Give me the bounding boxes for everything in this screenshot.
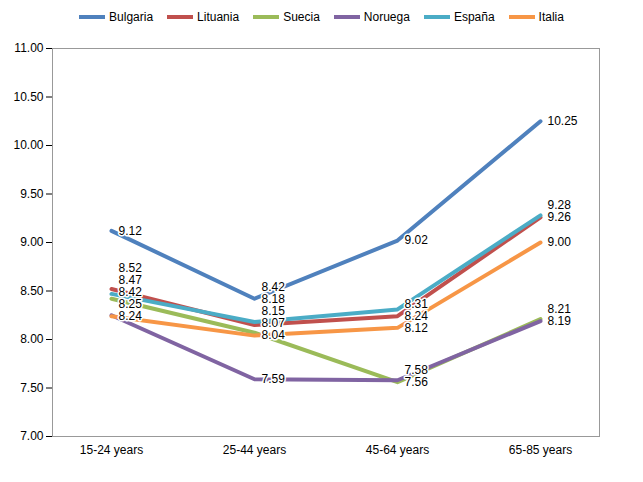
- svg-text:8.52: 8.52: [119, 261, 143, 275]
- svg-text:8.31: 8.31: [405, 297, 429, 311]
- html-text:Suecia: Suecia: [283, 10, 320, 24]
- svg-text:8.42: 8.42: [119, 285, 143, 299]
- svg-text:9.26: 9.26: [548, 210, 572, 224]
- svg-text:9.00: 9.00: [548, 235, 572, 249]
- html-text:Lituania: Lituania: [197, 10, 240, 24]
- svg-text:8.12: 8.12: [405, 321, 429, 335]
- html-text:Bulgaria: Bulgaria: [109, 10, 154, 24]
- svg-text:8.24: 8.24: [405, 309, 429, 323]
- svg-text:8.15: 8.15: [262, 304, 286, 318]
- svg-text:8.50: 8.50: [20, 284, 44, 298]
- svg-text:8.24: 8.24: [119, 309, 143, 323]
- svg-text:45-64 years: 45-64 years: [366, 443, 429, 457]
- svg-text:9.12: 9.12: [119, 224, 143, 238]
- svg-text:8.47: 8.47: [119, 273, 143, 287]
- svg-text:15-24 years: 15-24 years: [80, 443, 143, 457]
- svg-text:11.00: 11.00: [14, 41, 43, 55]
- svg-text:9.00: 9.00: [20, 235, 44, 249]
- svg-text:8.00: 8.00: [20, 332, 44, 346]
- svg-text:10.50: 10.50: [13, 90, 43, 104]
- svg-text:8.25: 8.25: [119, 297, 143, 311]
- svg-text:10.25: 10.25: [548, 114, 578, 128]
- svg-text:10.00: 10.00: [13, 138, 43, 152]
- svg-text:9.28: 9.28: [548, 198, 572, 212]
- svg-text:8.21: 8.21: [548, 302, 572, 316]
- html-text:Italia: Italia: [538, 10, 564, 24]
- svg-text:8.04: 8.04: [262, 328, 286, 342]
- svg-text:65-85 years: 65-85 years: [509, 443, 572, 457]
- svg-text:7.58: 7.58: [405, 363, 429, 377]
- svg-text:25-44 years: 25-44 years: [223, 443, 286, 457]
- svg-text:8.19: 8.19: [548, 314, 572, 328]
- html-text:Noruega: Noruega: [363, 10, 410, 24]
- svg-text:8.18: 8.18: [262, 292, 286, 306]
- svg-text:7.00: 7.00: [20, 429, 44, 443]
- svg-text:7.56: 7.56: [405, 375, 429, 389]
- svg-text:8.42: 8.42: [262, 280, 286, 294]
- svg-text:7.50: 7.50: [20, 381, 44, 395]
- html-text:España: España: [453, 10, 495, 24]
- svg-text:9.02: 9.02: [405, 233, 429, 247]
- svg-text:9.50: 9.50: [20, 187, 44, 201]
- svg-text:7.59: 7.59: [262, 372, 286, 386]
- svg-text:8.07: 8.07: [262, 316, 286, 330]
